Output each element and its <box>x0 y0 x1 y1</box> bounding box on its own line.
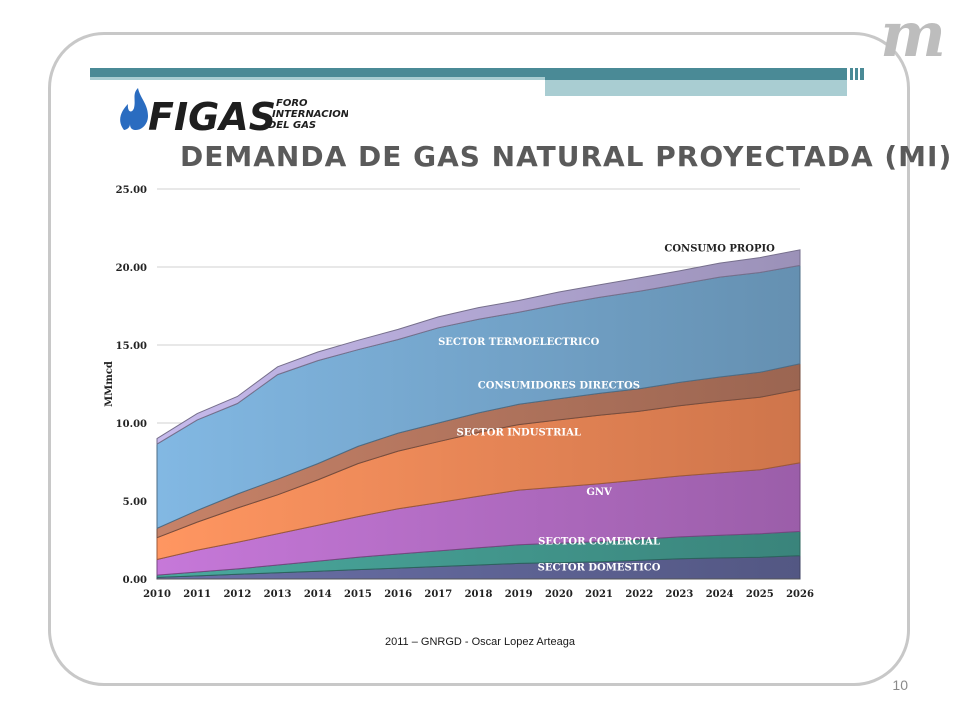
x-tick-label: 2023 <box>666 589 694 600</box>
corner-logo-text: m <box>880 0 946 64</box>
slide-title: DEMANDA DE GAS NATURAL PROYECTADA (MI) <box>180 140 953 173</box>
header-bar-stripe <box>853 68 855 96</box>
header-bar-light-right <box>545 80 850 96</box>
series-label: SECTOR COMERCIAL <box>538 537 660 548</box>
x-tick-label: 2013 <box>264 589 292 600</box>
y-tick-label: 25.00 <box>116 185 147 196</box>
x-tick-label: 2016 <box>384 589 412 600</box>
page-number: 10 <box>892 677 908 693</box>
brand-subtitle-line: INTERNACIONAL <box>272 109 348 120</box>
brand-subtitle-line: FORO <box>276 98 308 109</box>
x-tick-label: 2019 <box>505 589 533 600</box>
y-tick-label: 10.00 <box>116 419 147 430</box>
stacked-area-chart: 0.00 5.00 10.00 15.00 20.00 25.00 2010 2011 2012… <box>104 185 814 600</box>
x-tick-label: 2022 <box>625 589 653 600</box>
series-label: SECTOR TERMOELECTRICO <box>438 337 600 348</box>
series-label: CONSUMO PROPIO <box>664 243 775 254</box>
y-tick-label: 20.00 <box>116 263 147 274</box>
y-axis-label: MMmcd <box>104 361 115 407</box>
series-label: CONSUMIDORES DIRECTOS <box>478 381 640 392</box>
area-consumo-propio <box>156 249 801 445</box>
series-label: SECTOR DOMESTICO <box>538 562 661 573</box>
x-tick-label: 2026 <box>786 589 814 600</box>
brand-subtitle-line: DEL GAS <box>268 120 316 131</box>
y-tick-label: 15.00 <box>116 341 147 352</box>
x-tick-label: 2021 <box>585 589 613 600</box>
x-tick-label: 2018 <box>465 589 493 600</box>
x-tick-label: 2020 <box>545 589 573 600</box>
y-tick-label: 0.00 <box>123 575 147 586</box>
x-tick-label: 2011 <box>183 589 211 600</box>
header-bar-stripe <box>858 68 860 96</box>
corner-logo: m <box>880 0 946 64</box>
footer-text: 2011 – GNRGD - Oscar Lopez Arteaga <box>385 636 575 648</box>
figas-logo: FIGAS FORO INTERNACIONAL DEL GAS <box>120 88 348 134</box>
flame-icon <box>120 88 148 130</box>
brand-name: FIGAS <box>148 95 276 134</box>
series-label: SECTOR INDUSTRIAL <box>456 427 580 438</box>
x-tick-label: 2017 <box>424 589 452 600</box>
header-bar <box>90 68 864 96</box>
x-tick-label: 2024 <box>706 589 734 600</box>
header-bar-stripe <box>847 68 850 96</box>
header-bar-light-left <box>90 77 545 80</box>
x-tick-label: 2014 <box>304 589 332 600</box>
series-label: GNV <box>586 487 612 498</box>
x-tick-label: 2025 <box>746 589 774 600</box>
x-tick-label: 2012 <box>223 589 251 600</box>
x-tick-label: 2015 <box>344 589 372 600</box>
x-tick-label: 2010 <box>143 589 171 600</box>
y-tick-label: 5.00 <box>123 497 147 508</box>
